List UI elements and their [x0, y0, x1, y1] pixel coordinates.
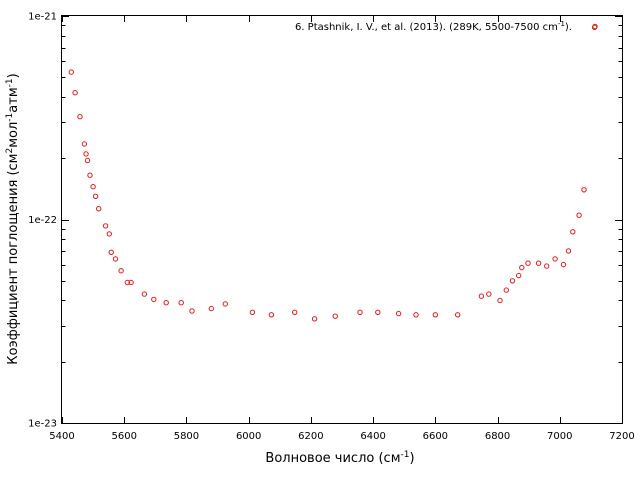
data-point	[208, 305, 215, 312]
data-point	[486, 291, 492, 297]
data-point	[83, 151, 89, 157]
legend: 6. Ptashnik, I. V., et al. (2013). (289K…	[295, 20, 598, 33]
data-point	[455, 312, 461, 318]
data-point	[112, 256, 119, 262]
data-point	[68, 69, 75, 75]
y-tick-label: 1e-22	[28, 215, 57, 226]
x-tick-label: 5600	[111, 431, 136, 442]
data-point	[102, 223, 109, 229]
data-point	[544, 263, 550, 269]
data-point	[375, 309, 381, 315]
y-tick-label: 1e-23	[28, 419, 57, 430]
data-point	[163, 300, 169, 306]
data-point	[565, 248, 572, 254]
x-tick-label: 6000	[236, 431, 261, 442]
data-point	[90, 184, 96, 190]
data-point	[178, 300, 184, 306]
data-point	[72, 90, 78, 96]
legend-entry-label: 6. Ptashnik, I. V., et al. (2013). (289K…	[295, 20, 572, 33]
x-tick-label: 7200	[609, 431, 634, 442]
data-point	[535, 260, 542, 266]
data-point	[151, 296, 157, 303]
data-point	[576, 212, 582, 218]
data-point	[106, 231, 113, 237]
data-point	[432, 312, 438, 318]
data-point	[509, 278, 516, 284]
x-tick-label: 5800	[174, 431, 199, 442]
data-point	[570, 229, 576, 235]
data-point	[519, 264, 525, 271]
x-tick-label: 7000	[547, 431, 572, 442]
x-tick-label: 5400	[49, 431, 74, 442]
data-point	[84, 157, 91, 164]
y-tick-label: 1e-21	[28, 12, 57, 23]
y-axis-label: Коэффициент поглощения (см2мол-1атм-1)	[5, 73, 21, 364]
data-points	[68, 24, 598, 322]
data-point	[478, 293, 485, 299]
data-point	[124, 279, 131, 286]
data-point	[332, 313, 338, 319]
data-point	[87, 172, 93, 178]
legend-marker	[592, 23, 598, 30]
data-point	[96, 206, 102, 212]
data-point	[395, 310, 402, 317]
data-point	[77, 114, 83, 120]
data-point	[581, 187, 587, 193]
axis-ticks: 5400 5600 5800 6000 6200 6400 6600 6800 7000 7200…	[28, 12, 635, 443]
x-axis-label: Волновое число (см-1)	[265, 450, 414, 466]
x-tick-label: 6800	[485, 431, 510, 442]
data-point	[516, 272, 522, 279]
data-point	[503, 287, 509, 293]
x-tick-label: 6400	[360, 431, 385, 442]
data-point	[560, 261, 567, 268]
data-point	[189, 308, 195, 314]
data-point	[497, 297, 503, 304]
data-point	[357, 309, 363, 315]
data-point	[249, 309, 256, 315]
data-point	[311, 316, 318, 322]
data-point	[413, 312, 419, 318]
data-point	[128, 279, 134, 286]
data-point	[292, 309, 298, 315]
data-point	[525, 260, 531, 266]
x-tick-label: 6200	[298, 431, 323, 442]
x-tick-label: 6600	[423, 431, 448, 442]
data-point	[108, 249, 114, 256]
data-point	[92, 193, 99, 200]
data-point	[118, 268, 124, 274]
data-point	[268, 312, 275, 318]
plot-frame	[61, 15, 623, 424]
data-point	[222, 301, 229, 307]
data-point	[81, 141, 88, 147]
data-point	[552, 256, 558, 262]
data-point	[141, 291, 148, 297]
